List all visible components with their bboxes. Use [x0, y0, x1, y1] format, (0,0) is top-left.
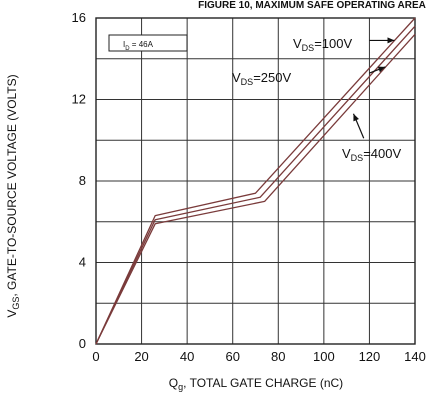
arrow-250v-head [377, 66, 386, 73]
series-label-400v-symbol: V [342, 146, 351, 161]
x-tick-label: 140 [404, 349, 426, 364]
x-axis-label: Qg, TOTAL GATE CHARGE (nC) [169, 376, 343, 392]
series-label-250v-symbol: V [232, 70, 241, 85]
y-axis-label-text: , GATE-TO-SOURCE VOLTAGE (VOLTS) [5, 74, 19, 296]
series-label-100v-subscript: DS [302, 43, 315, 53]
series-label-100v: VDS=100V [293, 36, 352, 53]
y-tick-label: 0 [79, 336, 86, 351]
series-group [95, 17, 416, 345]
arrow-400v-head [353, 113, 359, 122]
series-label-250v-subscript: DS [241, 77, 254, 87]
y-tick-label: 16 [72, 10, 86, 25]
x-axis-label-text: , TOTAL GATE CHARGE (nC) [183, 376, 343, 390]
x-tick-label: 0 [92, 349, 99, 364]
y-axis-ticks: 0 4 8 12 16 [72, 10, 86, 351]
y-tick-label: 12 [72, 92, 86, 107]
series-label-400v-subscript: DS [351, 153, 364, 163]
series-label-250v-value: =250V [253, 70, 291, 85]
condition-box [108, 34, 188, 52]
grid [96, 18, 415, 344]
y-tick-label: 4 [79, 255, 86, 270]
annotation-arrows [352, 37, 395, 139]
y-axis-label-subscript: GS [11, 297, 21, 310]
x-axis-label-symbol: Q [169, 376, 178, 390]
series-line-250v [95, 25, 416, 345]
y-axis-label-symbol: V [5, 310, 19, 318]
x-tick-label: 40 [180, 349, 194, 364]
condition-symbol: I [123, 40, 125, 49]
x-tick-label: 80 [271, 349, 285, 364]
condition-value: = 46A [130, 40, 154, 49]
series-label-250v: VDS=250V [232, 70, 291, 87]
condition-label: ID = 46A [123, 40, 154, 52]
arrow-100v-head [387, 37, 395, 44]
x-tick-label: 100 [313, 349, 335, 364]
series-label-400v: VDS=400V [342, 146, 401, 163]
series-label-100v-value: =100V [314, 36, 352, 51]
x-tick-label: 60 [225, 349, 239, 364]
y-tick-label: 8 [79, 173, 86, 188]
condition-subscript: D [125, 46, 130, 52]
series-line-100v [95, 17, 416, 345]
plot-frame [95, 17, 416, 345]
series-label-100v-symbol: V [293, 36, 302, 51]
y-axis-label: VGS, GATE-TO-SOURCE VOLTAGE (VOLTS) [5, 74, 21, 317]
series-label-400v-value: =400V [363, 146, 401, 161]
x-tick-label: 20 [134, 349, 148, 364]
x-axis-ticks: 0 20 40 60 80 100 120 140 [92, 349, 425, 364]
x-axis-label-subscript: g [178, 382, 183, 392]
chart-title: FIGURE 10, MAXIMUM SAFE OPERATING AREA [198, 0, 426, 11]
x-tick-label: 120 [359, 349, 381, 364]
series-line-400v [95, 33, 416, 345]
